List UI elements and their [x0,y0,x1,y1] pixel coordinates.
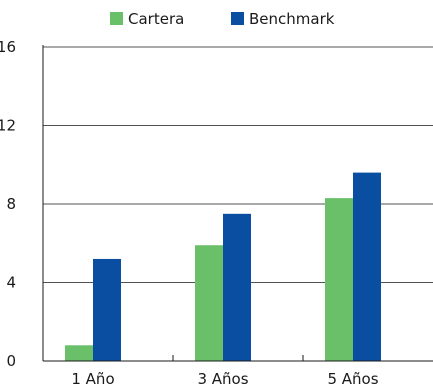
bar-benchmark [353,172,381,361]
legend-label-cartera: Cartera [128,10,184,28]
bars [65,172,381,361]
legend-label-benchmark: Benchmark [249,10,335,28]
x-tick-label: 5 Años [327,370,378,387]
x-tick-label: 3 Años [197,370,248,387]
bar-cartera [195,245,223,361]
legend-swatch-benchmark [231,12,244,25]
bar-cartera [65,345,93,361]
x-tick-label: 1 Año [71,370,114,387]
legend-swatch-cartera [110,12,123,25]
bar-cartera [325,198,353,361]
legend: Cartera Benchmark [110,10,335,28]
x-axis: 1 Año 3 Años 5 Años [43,355,433,387]
y-tick-label: 16 [0,38,16,56]
y-tick-label: 8 [6,195,16,213]
y-axis: 0 4 8 12 16 [0,38,44,370]
y-tick-label: 0 [6,352,16,370]
y-tick-label: 12 [0,117,16,135]
bar-benchmark [93,258,121,361]
y-tick-label: 4 [6,274,16,292]
bar-benchmark [223,213,251,361]
